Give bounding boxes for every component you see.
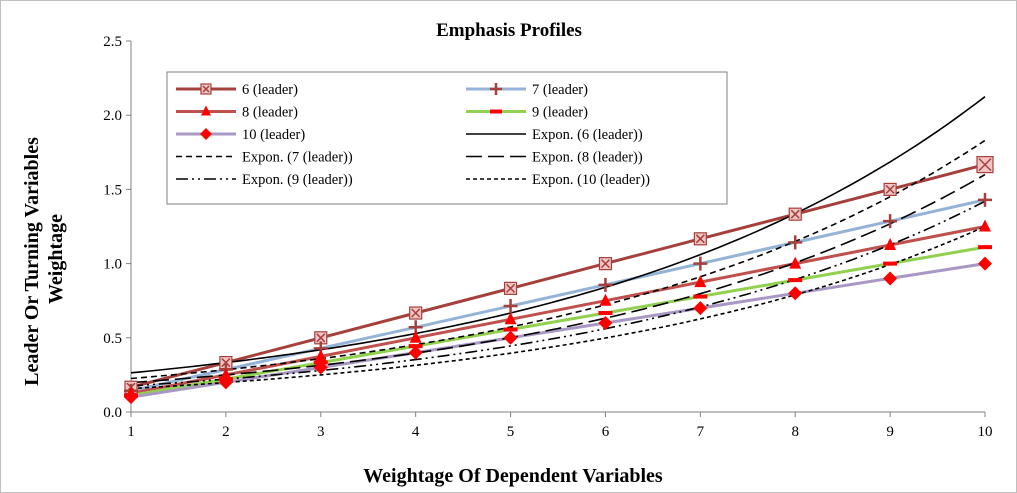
legend-label: 7 (leader): [532, 82, 588, 98]
y-axis-title: Leader Or Turning Variables Weightage: [21, 132, 67, 386]
y-axis-title-line-1: Leader Or Turning Variables: [21, 137, 43, 386]
series-5-point: [124, 390, 138, 405]
legend-swatch-marker: [490, 109, 502, 114]
series-4-point: [598, 311, 613, 316]
series-5-point: [693, 301, 708, 316]
series-4-point: [978, 245, 992, 250]
legend-swatch-marker: [200, 128, 212, 140]
series-line-5: [130, 262, 986, 399]
trendline-5: [130, 225, 986, 390]
legend: 6 (leader) 7 (leader) 8 (leader) 9 (leader)…: [166, 71, 728, 205]
legend-label: Expon. (10 (leader)): [532, 172, 650, 188]
x-tick-label: 9: [886, 424, 894, 440]
legend-label: 9 (leader): [532, 105, 588, 121]
series-1-point-x: [978, 158, 992, 172]
series-3-point: [694, 275, 707, 288]
series-3-point: [219, 367, 232, 380]
series-3-point: [504, 312, 517, 325]
series-1-point-x: [790, 209, 800, 219]
x-tick-label: 6: [602, 424, 610, 440]
trendline-2: [130, 139, 986, 380]
series-4-point: [883, 261, 898, 266]
legend-label: Expon. (8 (leader)): [532, 150, 643, 166]
y-tick-label: 2.5: [103, 34, 122, 50]
series-2-point: [503, 299, 518, 314]
series-3-point: [884, 238, 897, 251]
plot-area: 0.0 0.5 1.0 1.5 2.0 2.5 1 2 3 4 5 6 7 8 9 10: [103, 34, 994, 440]
x-tick-label: 5: [507, 424, 515, 440]
legend-label: Expon. (9 (leader)): [242, 172, 353, 188]
series-3-point: [789, 256, 802, 269]
series-4-point: [693, 294, 708, 299]
trendline-1: [130, 96, 986, 374]
x-tick-label: 10: [978, 424, 993, 440]
series-1-point-x: [411, 308, 421, 318]
series-5-point: [788, 286, 803, 301]
series-3-point: [409, 330, 422, 343]
series-1-point-x: [695, 234, 705, 244]
series-line-2: [130, 198, 986, 393]
legend-swatch-marker: [490, 83, 502, 95]
y-tick-label: 0.0: [103, 405, 122, 421]
series-5-point: [218, 375, 233, 390]
series-line-4: [130, 245, 986, 397]
chart-title: Emphasis Profiles: [436, 20, 582, 41]
legend-label: Expon. (7 (leader)): [242, 150, 353, 166]
series-2-point: [598, 277, 613, 292]
legend-label: Expon. (6 (leader)): [532, 127, 643, 143]
series-2-point: [978, 192, 992, 207]
x-tick-label: 3: [317, 424, 325, 440]
series-5-point: [883, 271, 898, 286]
trendline-3: [130, 173, 986, 384]
series-5-point: [408, 345, 423, 360]
legend-swatch-marker-x: [202, 85, 210, 93]
series-2-point: [788, 235, 803, 250]
x-tick-label: 2: [222, 424, 230, 440]
series-4-point: [788, 278, 803, 283]
x-tick-label: 4: [412, 424, 420, 440]
y-axis-title-line-2: Weightage: [45, 214, 67, 304]
x-axis-title: Weightage Of Dependent Variables: [363, 465, 663, 487]
y-tick-label: 0.5: [103, 331, 122, 347]
series-5-point: [313, 360, 328, 375]
x-tick-label: 7: [697, 424, 705, 440]
legend-label: 8 (leader): [242, 105, 298, 121]
series-3-point: [599, 293, 612, 306]
series-line-1: [130, 163, 986, 389]
series-1-point-x: [885, 184, 895, 194]
x-tick-label: 1: [127, 424, 135, 440]
legend-label: 6 (leader): [242, 82, 298, 98]
legend-box: [166, 71, 728, 205]
series-5-point: [598, 315, 613, 330]
series-2-point: [883, 214, 898, 229]
series-line-3: [130, 225, 986, 395]
series-1-point-x: [506, 283, 516, 293]
legend-swatch-marker: [201, 105, 211, 116]
trendline-4: [130, 200, 986, 387]
y-tick-label: 2.0: [103, 108, 122, 124]
y-tick-label: 1.5: [103, 182, 122, 198]
series-5-point: [978, 256, 992, 271]
series-4-point: [503, 327, 518, 332]
series-3-point: [314, 349, 327, 362]
legend-label: 10 (leader): [242, 127, 305, 143]
series-1-point-x: [316, 333, 326, 343]
series-5-point: [503, 330, 518, 345]
x-tick-label: 8: [791, 424, 799, 440]
series-3-point: [979, 219, 991, 232]
series-2-point: [693, 256, 708, 271]
y-tick-label: 1.0: [103, 257, 122, 273]
series-1-point-x: [600, 259, 610, 269]
